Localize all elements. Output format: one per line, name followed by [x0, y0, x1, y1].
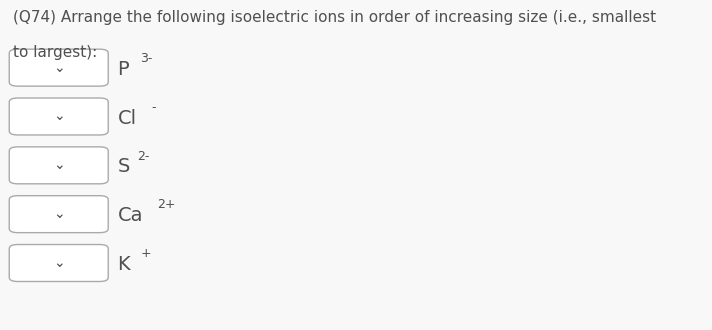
Text: ⌄: ⌄: [53, 207, 65, 221]
Text: (Q74) Arrange the following isoelectric ions in order of increasing size (i.e., : (Q74) Arrange the following isoelectric …: [13, 10, 656, 25]
Text: to largest):: to largest):: [13, 45, 97, 59]
Text: ⌄: ⌄: [53, 158, 65, 172]
FancyBboxPatch shape: [9, 98, 108, 135]
Text: 2-: 2-: [137, 149, 149, 163]
Text: K: K: [117, 255, 130, 274]
Text: S: S: [117, 157, 130, 177]
Text: P: P: [117, 60, 129, 79]
Text: -: -: [151, 101, 155, 114]
Text: +: +: [141, 247, 152, 260]
Text: ⌄: ⌄: [53, 110, 65, 123]
FancyBboxPatch shape: [9, 196, 108, 233]
Text: Cl: Cl: [117, 109, 137, 128]
Text: ⌄: ⌄: [53, 256, 65, 270]
FancyBboxPatch shape: [9, 49, 108, 86]
Text: 3-: 3-: [140, 52, 152, 65]
FancyBboxPatch shape: [9, 147, 108, 184]
Text: 2+: 2+: [157, 198, 175, 212]
Text: Ca: Ca: [117, 206, 143, 225]
Text: ⌄: ⌄: [53, 61, 65, 75]
FancyBboxPatch shape: [9, 245, 108, 281]
